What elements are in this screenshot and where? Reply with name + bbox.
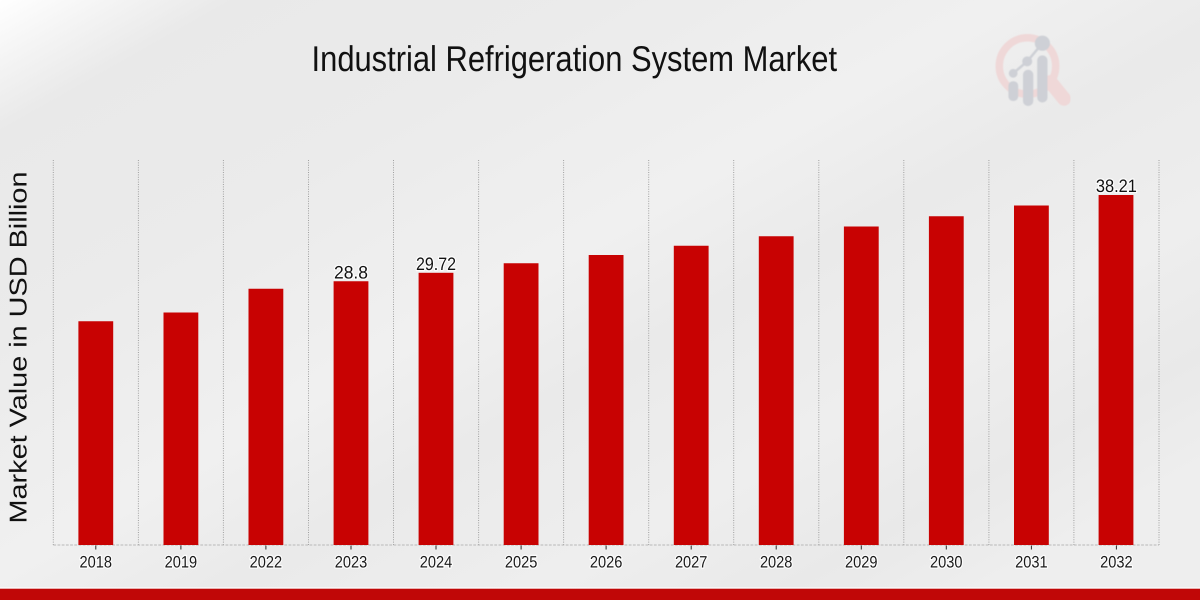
- svg-text:2022: 2022: [250, 553, 283, 572]
- svg-text:2030: 2030: [930, 553, 963, 572]
- svg-text:2026: 2026: [590, 553, 623, 572]
- svg-text:2031: 2031: [1015, 553, 1048, 572]
- svg-text:2032: 2032: [1100, 553, 1133, 572]
- svg-text:2018: 2018: [80, 553, 113, 572]
- svg-text:Industrial Refrigeration Syste: Industrial Refrigeration System Market: [312, 39, 838, 79]
- svg-text:29.72: 29.72: [416, 254, 456, 274]
- svg-text:2028: 2028: [760, 553, 793, 572]
- svg-text:2027: 2027: [675, 553, 708, 572]
- svg-text:2024: 2024: [420, 553, 453, 572]
- svg-text:2019: 2019: [165, 553, 198, 572]
- svg-text:38.21: 38.21: [1096, 176, 1137, 196]
- svg-text:28.8: 28.8: [334, 262, 368, 282]
- svg-text:2025: 2025: [505, 553, 538, 572]
- svg-text:2029: 2029: [845, 553, 878, 572]
- svg-text:2023: 2023: [335, 553, 368, 572]
- svg-text:Market Value in USD Billion: Market Value in USD Billion: [5, 172, 32, 524]
